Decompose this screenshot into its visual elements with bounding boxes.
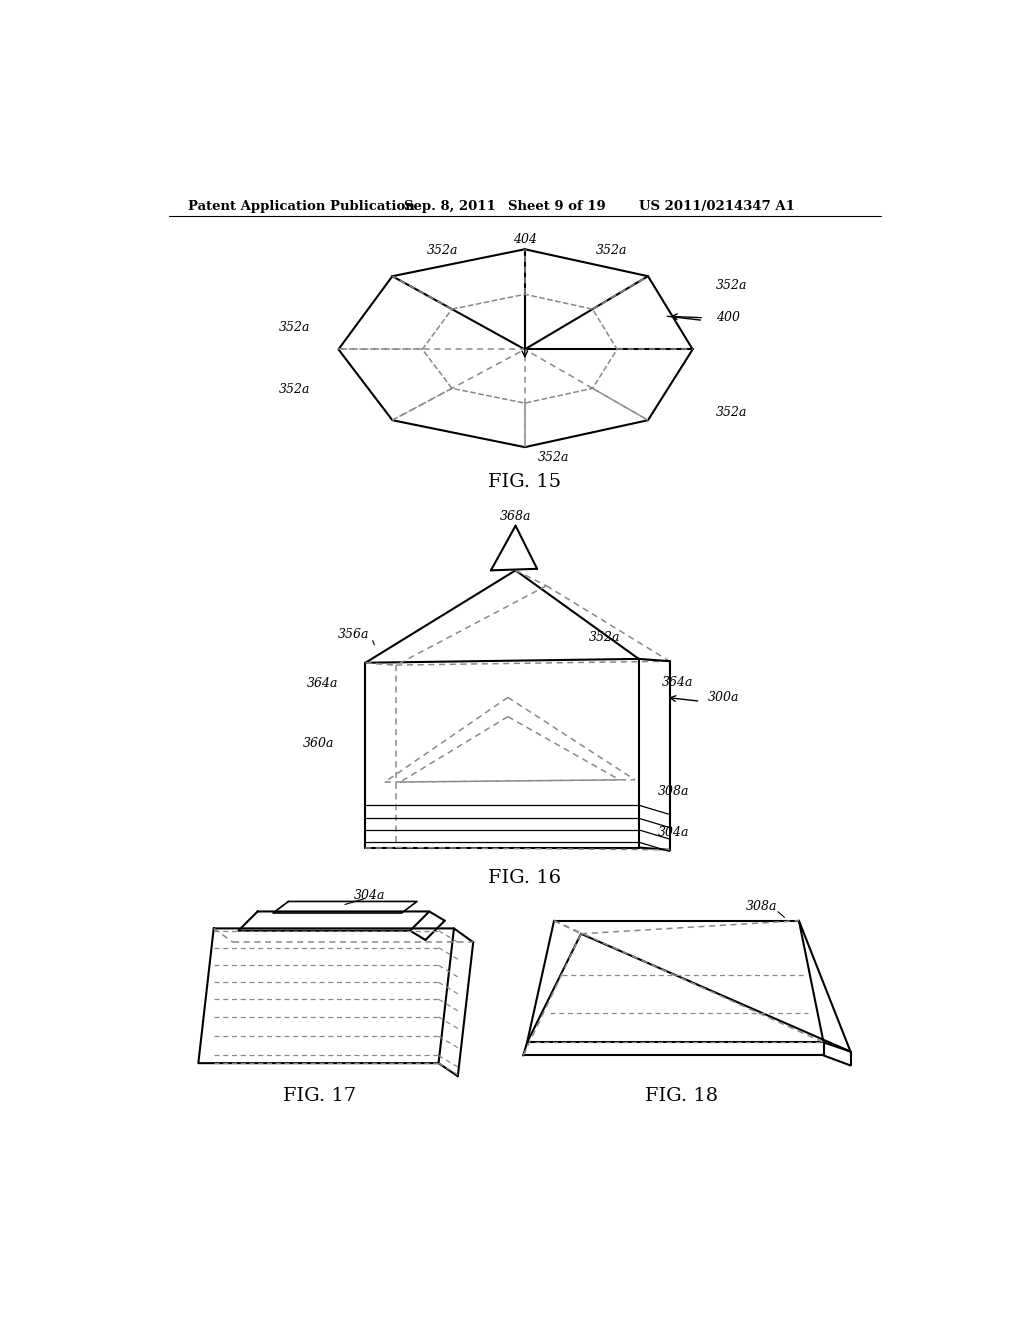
Text: 352a: 352a xyxy=(596,244,628,257)
Text: 356a: 356a xyxy=(338,628,370,640)
Text: 368a: 368a xyxy=(500,510,531,523)
Text: 304a: 304a xyxy=(658,825,689,838)
Text: 308a: 308a xyxy=(746,900,777,913)
Text: Sheet 9 of 19: Sheet 9 of 19 xyxy=(508,199,605,213)
Text: 352a: 352a xyxy=(589,631,621,644)
Text: US 2011/0214347 A1: US 2011/0214347 A1 xyxy=(639,199,795,213)
Text: 304a: 304a xyxy=(353,888,385,902)
Text: FIG. 16: FIG. 16 xyxy=(488,870,561,887)
Text: 352a: 352a xyxy=(427,244,458,257)
Text: 352a: 352a xyxy=(716,279,748,292)
Text: 308a: 308a xyxy=(658,785,689,797)
Text: 352a: 352a xyxy=(539,450,569,463)
Text: 364a: 364a xyxy=(307,677,339,690)
Text: FIG. 17: FIG. 17 xyxy=(283,1088,355,1105)
Text: Sep. 8, 2011: Sep. 8, 2011 xyxy=(403,199,496,213)
Text: 364a: 364a xyxy=(662,676,693,689)
Text: 400: 400 xyxy=(716,312,739,325)
Text: 352a: 352a xyxy=(716,407,748,418)
Text: 404: 404 xyxy=(513,232,537,246)
Text: Patent Application Publication: Patent Application Publication xyxy=(188,199,415,213)
Text: FIG. 15: FIG. 15 xyxy=(488,473,561,491)
Text: 360a: 360a xyxy=(303,737,335,750)
Text: FIG. 18: FIG. 18 xyxy=(644,1088,718,1105)
Text: 300a: 300a xyxy=(708,690,739,704)
Text: 352a: 352a xyxy=(279,383,310,396)
Text: 352a: 352a xyxy=(279,321,310,334)
